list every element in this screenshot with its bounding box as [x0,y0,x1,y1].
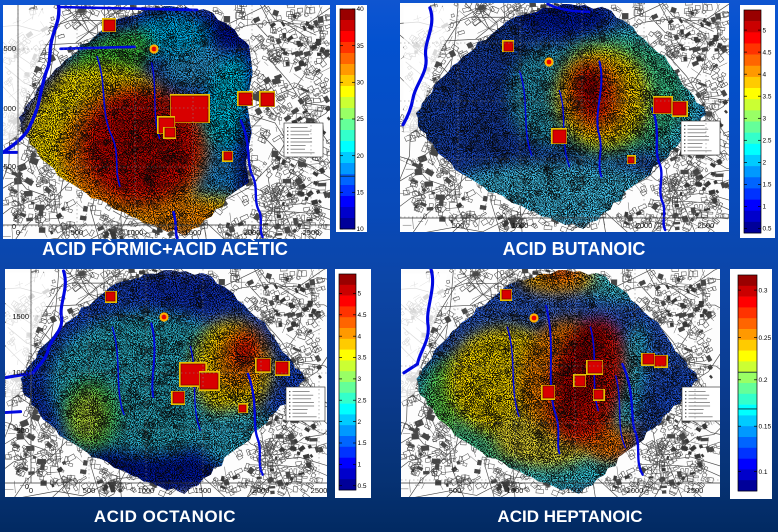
svg-text:2500: 2500 [311,486,327,495]
svg-text:2500: 2500 [698,221,715,230]
svg-text:0.5: 0.5 [358,483,367,490]
svg-text:5: 5 [358,291,362,298]
svg-text:5: 5 [763,27,767,34]
svg-text:0.15: 0.15 [759,423,772,430]
svg-text:500: 500 [449,486,462,495]
svg-text:1500: 1500 [12,312,29,321]
svg-text:0: 0 [12,222,16,231]
svg-text:1500: 1500 [3,44,16,53]
svg-text:0: 0 [29,486,33,495]
svg-text:1500: 1500 [574,221,591,230]
svg-text:0.3: 0.3 [759,287,768,294]
svg-text:2000: 2000 [253,486,270,495]
svg-text:0.25: 0.25 [759,335,772,342]
svg-text:1000: 1000 [138,486,155,495]
svg-text:40: 40 [357,6,365,13]
svg-text:0.5: 0.5 [763,226,772,233]
svg-text:1: 1 [358,462,362,469]
svg-text:1000: 1000 [127,228,144,237]
svg-text:1000: 1000 [507,486,524,495]
svg-text:3: 3 [763,116,767,123]
svg-text:3.5: 3.5 [763,93,772,100]
svg-text:0.1: 0.1 [759,469,768,476]
svg-text:1: 1 [763,204,767,211]
svg-text:0.2: 0.2 [759,377,768,384]
svg-text:2: 2 [763,160,767,167]
svg-text:500: 500 [83,486,96,495]
svg-text:2.5: 2.5 [763,138,772,145]
svg-text:25: 25 [357,116,365,123]
svg-text:2: 2 [358,419,362,426]
svg-text:1.5: 1.5 [358,440,367,447]
svg-text:2000: 2000 [627,486,644,495]
svg-text:1500: 1500 [195,486,212,495]
svg-text:2000: 2000 [244,228,261,237]
svg-text:500: 500 [3,162,16,171]
svg-text:4.5: 4.5 [358,312,367,319]
svg-text:4.5: 4.5 [763,49,772,56]
svg-text:1500: 1500 [185,228,202,237]
svg-text:1500: 1500 [567,486,584,495]
svg-text:2500: 2500 [303,228,320,237]
svg-text:3: 3 [358,376,362,383]
svg-text:4: 4 [763,71,767,78]
svg-text:1000: 1000 [3,104,16,113]
svg-text:500: 500 [452,221,465,230]
svg-text:15: 15 [357,190,365,197]
svg-text:20: 20 [357,153,365,160]
svg-text:0: 0 [16,228,20,237]
svg-text:2500: 2500 [687,486,704,495]
svg-text:1000: 1000 [12,368,29,377]
svg-text:3.5: 3.5 [358,355,367,362]
svg-text:10: 10 [357,226,365,232]
svg-text:500: 500 [16,426,29,435]
svg-text:35: 35 [357,43,365,50]
svg-text:500: 500 [71,228,84,237]
svg-text:0: 0 [25,482,29,491]
svg-text:2000: 2000 [636,221,653,230]
svg-text:30: 30 [357,80,365,87]
svg-text:1.5: 1.5 [763,182,772,189]
svg-text:1000: 1000 [512,221,529,230]
svg-text:2.5: 2.5 [358,397,367,404]
svg-text:4: 4 [358,333,362,340]
